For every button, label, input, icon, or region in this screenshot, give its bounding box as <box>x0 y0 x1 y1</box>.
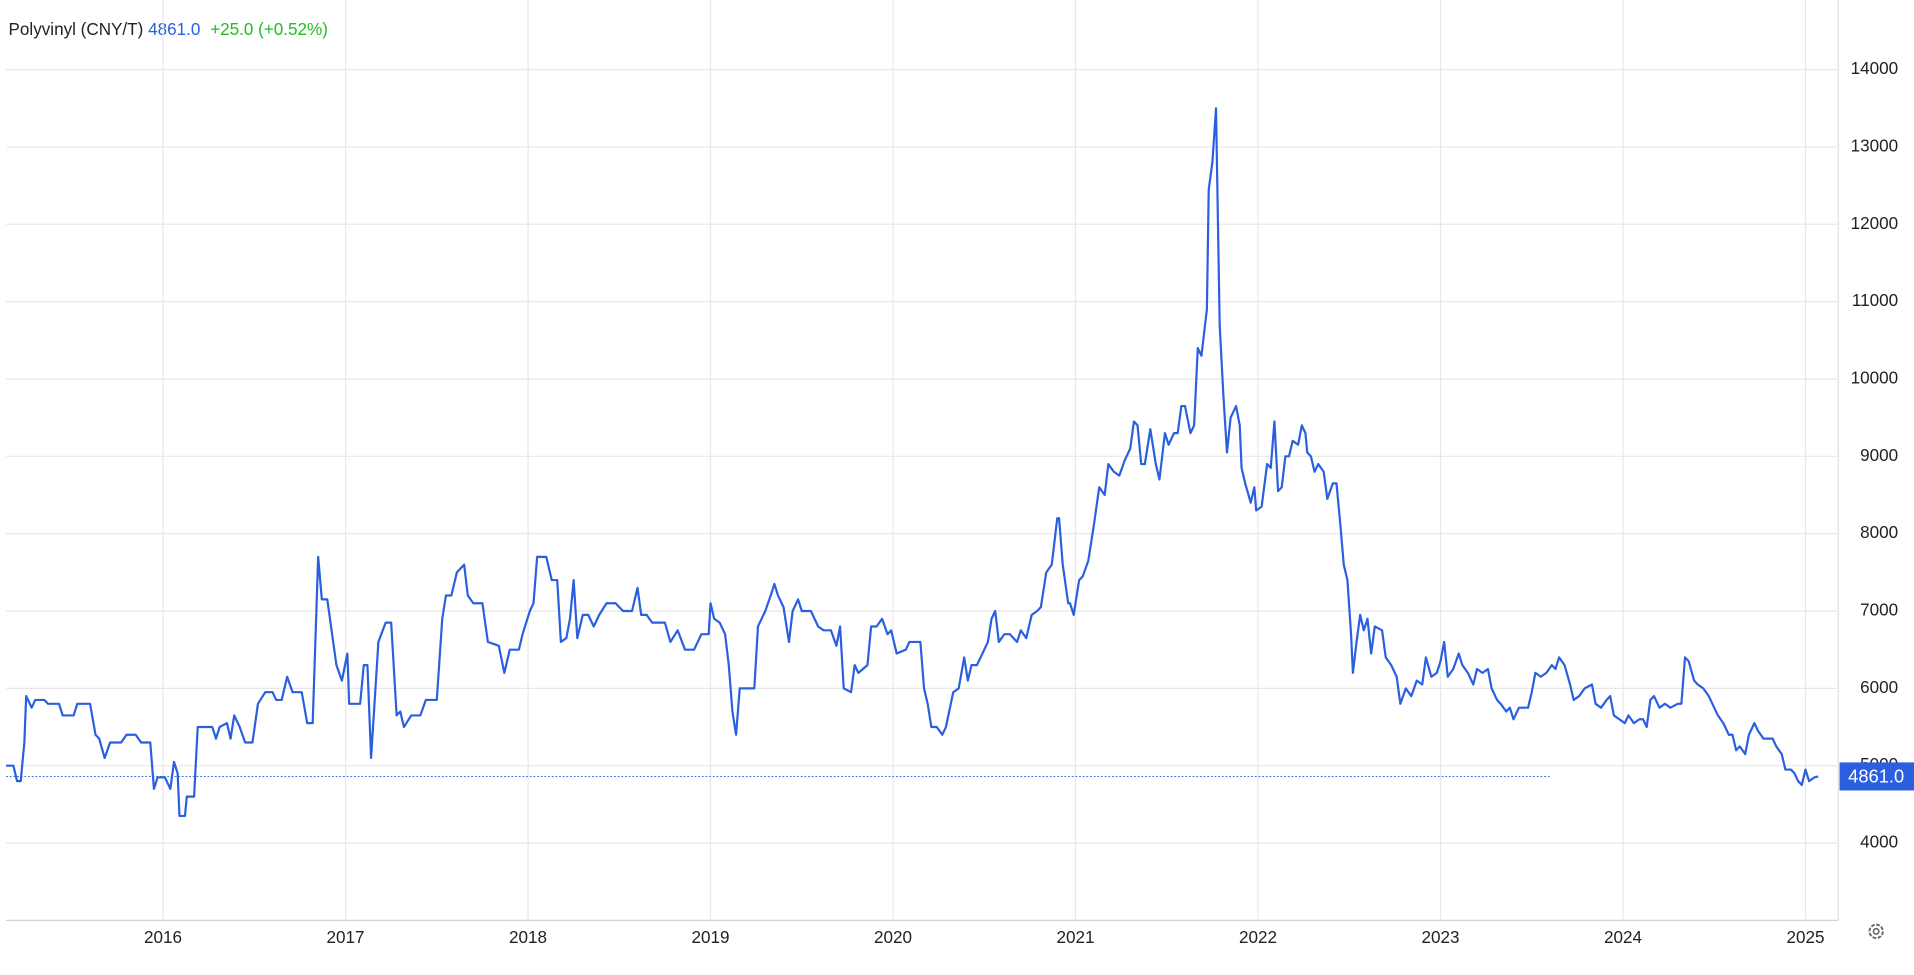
last-value: 4861.0 <box>148 20 200 39</box>
last-value-badge-label: 4861.0 <box>1848 765 1904 786</box>
y-tick-label: 11000 <box>1852 291 1898 310</box>
x-tick-label: 2017 <box>327 928 365 947</box>
y-tick-label: 8000 <box>1860 523 1898 542</box>
y-tick-label: 4000 <box>1860 833 1898 852</box>
y-tick-label: 13000 <box>1851 136 1898 155</box>
last-value-badge <box>1839 762 1914 791</box>
y-tick-label: 6000 <box>1860 678 1898 697</box>
grid <box>6 0 1839 921</box>
chart-title: Polyvinyl (CNY/T) <box>9 20 144 39</box>
x-tick-label: 2021 <box>1057 928 1095 947</box>
x-tick-label: 2023 <box>1421 928 1459 947</box>
y-tick-label: 7000 <box>1860 601 1898 620</box>
y-tick-label: 12000 <box>1851 214 1898 233</box>
x-tick-label: 2024 <box>1604 928 1642 947</box>
settings-icon[interactable] <box>1868 923 1884 940</box>
x-tick-label: 2022 <box>1239 928 1277 947</box>
y-tick-label: 10000 <box>1851 368 1898 387</box>
x-tick-label: 2020 <box>874 928 912 947</box>
x-tick-label: 2016 <box>144 928 182 947</box>
price-line <box>6 107 1819 818</box>
x-tick-label: 2025 <box>1786 928 1824 947</box>
change: +25.0 (+0.52%) <box>210 20 328 39</box>
y-tick-label: 9000 <box>1860 446 1898 465</box>
x-tick-label: 2018 <box>509 928 547 947</box>
y-tick-label: 14000 <box>1851 59 1898 78</box>
x-tick-label: 2019 <box>692 928 730 947</box>
